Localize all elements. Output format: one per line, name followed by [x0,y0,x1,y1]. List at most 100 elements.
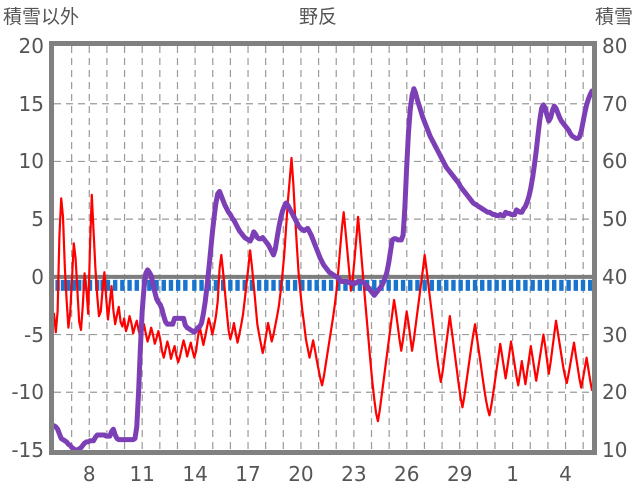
precipitation-marker [242,279,247,291]
x-tick-label: 23 [341,462,367,486]
right-tick-label: 10 [602,438,628,462]
precipitation-marker [127,279,132,291]
precipitation-marker [134,279,139,291]
precipitation-marker [573,279,579,291]
right-tick-label: 30 [602,322,628,347]
page-title: 野反 [298,6,337,28]
x-tick-label: 11 [129,462,155,486]
precipitation-marker [480,279,485,291]
precipitation-marker [472,279,478,291]
precipitation-marker [105,279,111,291]
left-tick-label: -15 [11,438,44,462]
precipitation-marker [71,279,76,291]
data-series [54,86,592,450]
x-tick-label: 1 [506,462,519,486]
left-tick-label: -5 [24,322,44,347]
precipitation-marker [192,279,197,291]
precipitation-marker [292,279,298,291]
series-line-snow [54,86,592,450]
precipitation-marker [523,279,528,291]
precipitation-marker [154,279,159,291]
left-tick-label: 10 [18,149,44,174]
precipitation-marker [307,279,312,291]
precipitation-marker [451,279,456,291]
precipitation-marker [393,279,399,291]
precipitation-marker [566,279,571,291]
precipitation-marker [66,279,71,291]
precipitation-marker [552,279,557,291]
precipitation-marker [175,279,181,291]
precipitation-marker [580,279,586,291]
precipitation-marker [559,279,564,291]
plot-area [49,41,597,455]
precipitation-marker [487,279,492,291]
precipitation-marker [300,279,305,291]
precipitation-marker [537,279,543,291]
x-tick-label: 26 [394,462,420,486]
right-tick-label: 50 [602,207,628,232]
precipitation-marker [321,279,327,291]
x-tick-label: 29 [446,462,473,486]
precipitation-marker [336,279,341,291]
precipitation-marker [372,279,377,291]
precipitation-marker [220,279,226,291]
x-tick-label: 14 [182,462,208,486]
precipitation-marker [271,279,276,291]
precipitation-marker [422,279,427,291]
left-tick-label: 15 [18,91,44,116]
precipitation-marker [112,279,118,291]
x-tick-label: 17 [235,462,261,486]
right-tick-label: 20 [602,380,628,405]
x-tick-label: 4 [559,462,572,486]
left-tick-label: 5 [31,207,44,232]
precipitation-marker [530,279,535,291]
x-tick-label: 8 [82,462,96,486]
precipitation-marker [249,279,255,291]
precipitation-marker [508,279,514,291]
precipitation-marker [285,279,291,291]
precipitation-marker [386,279,391,291]
precipitation-marker [415,279,420,291]
precipitation-marker [408,279,413,291]
precipitation-marker [199,279,204,291]
precipitation-marker [494,279,499,291]
precipitation-marker [588,279,592,291]
right-tick-label: 80 [602,34,628,58]
precipitation-marker [400,279,406,291]
left-axis-title: 積雪以外 [3,6,80,28]
right-tick-label: 70 [602,91,628,116]
precipitation-marker [328,279,334,291]
left-tick-label: -10 [11,380,44,405]
precipitation-marker [228,279,233,291]
precipitation-marker [213,279,219,291]
precipitation-marker [264,279,269,291]
precipitation-marker [343,279,348,291]
precipitation-marker [235,279,240,291]
precipitation-marker [60,279,66,291]
precipitation-marker [544,279,550,291]
precipitation-marker [436,279,442,291]
precipitation-marker [444,279,449,291]
left-tick-label: 0 [31,264,44,289]
right-tick-label: 40 [602,264,628,289]
precipitation-marker [429,279,435,291]
precipitation-marker [147,279,152,291]
precipitation-marker [465,279,471,291]
precipitation-marker [314,279,319,291]
precipitation-marker [357,279,363,291]
precipitation-marker [256,279,262,291]
precipitation-marker [183,279,188,291]
right-axis-title: 積雪 [594,6,633,28]
right-tick-label: 60 [602,149,628,174]
precipitation-marker [501,279,507,291]
gridlines [54,46,592,450]
precipitation-marker [168,279,174,291]
precipitation-marker [458,279,463,291]
precipitation-marker [76,279,82,291]
precipitation-marker [161,279,166,291]
x-tick-label: 20 [288,462,314,486]
left-tick-label: 20 [18,34,44,58]
precipitation-marker [120,279,125,291]
precipitation-marker [516,279,521,291]
